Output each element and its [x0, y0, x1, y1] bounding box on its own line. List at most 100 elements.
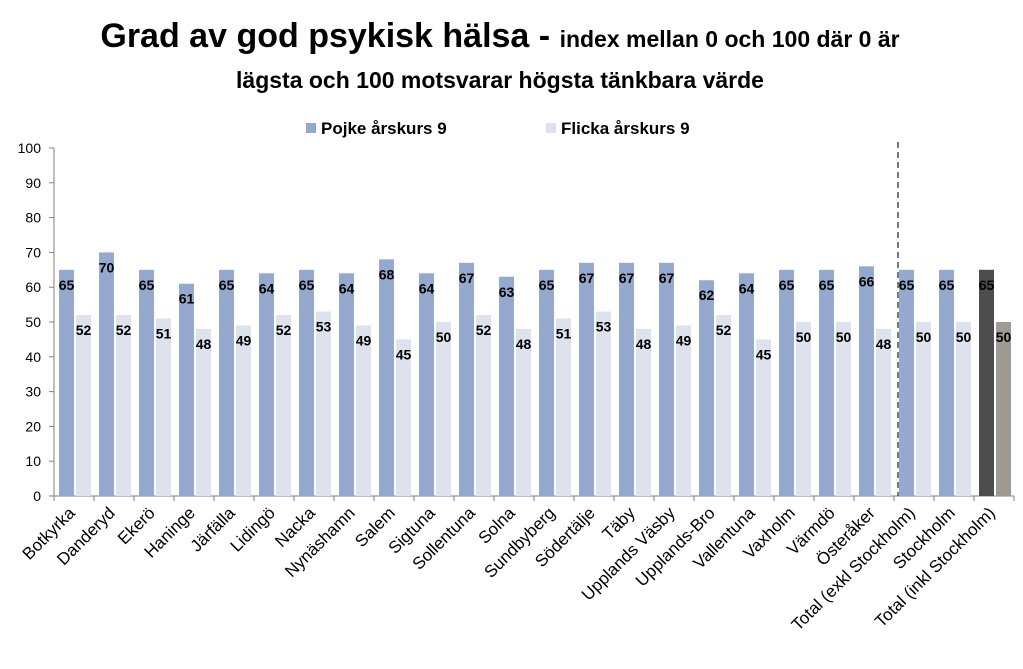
data-labels: 65 52 70 52 65 51 61 48 65 49 64 52 65 53 64 49 68 45 64 50…	[59, 259, 1012, 362]
bar-pojke	[299, 269, 314, 496]
bar-pojke	[179, 283, 194, 496]
data-label-flicka: 52	[476, 322, 492, 338]
bars	[59, 252, 1011, 496]
data-label-pojke: 61	[179, 291, 195, 307]
data-label-flicka: 53	[316, 319, 332, 335]
data-label-flicka: 50	[836, 329, 852, 345]
bar-flicka	[236, 325, 251, 496]
bar-pojke	[139, 269, 154, 496]
data-label-flicka: 45	[756, 346, 772, 362]
legend-label-girl: Flicka årskurs 9	[561, 119, 690, 138]
y-tick-label: 50	[25, 314, 41, 330]
bar-flicka	[756, 339, 771, 496]
bar-pojke	[419, 273, 434, 496]
bar-pojke	[59, 269, 74, 496]
y-tick-label: 60	[25, 279, 41, 295]
data-label-pojke: 65	[939, 277, 955, 293]
data-label-pojke: 66	[859, 273, 875, 289]
bar-flicka	[796, 322, 811, 496]
bar-pojke	[899, 269, 914, 496]
bar-flicka	[636, 328, 651, 496]
bar-flicka	[76, 315, 91, 496]
bar-flicka	[836, 322, 851, 496]
data-label-pojke: 65	[899, 277, 915, 293]
data-label-flicka: 52	[116, 322, 132, 338]
data-label-flicka: 48	[516, 336, 532, 352]
y-tick-label: 100	[18, 140, 42, 156]
data-label-flicka: 49	[356, 332, 372, 348]
data-label-pojke: 67	[459, 270, 475, 286]
chart-subtitle-line2: lägsta och 100 motsvarar högsta tänkbara…	[236, 67, 764, 93]
bar-flicka	[476, 315, 491, 496]
bar-pojke	[779, 269, 794, 496]
chart-title-dash: -	[529, 17, 560, 55]
legend-swatch-boy	[306, 123, 316, 133]
data-label-pojke: 62	[699, 287, 715, 303]
legend-swatch-girl	[546, 123, 556, 133]
bar-pojke	[659, 262, 674, 496]
data-label-flicka: 50	[956, 329, 972, 345]
data-label-pojke: 65	[299, 277, 315, 293]
bar-flicka	[156, 318, 171, 496]
bar-flicka	[876, 328, 891, 496]
bar-pojke	[99, 252, 114, 496]
bar-flicka	[396, 339, 411, 496]
bar-pojke	[739, 273, 754, 496]
y-tick-label: 10	[25, 453, 41, 469]
y-tick-label: 20	[25, 418, 41, 434]
data-label-flicka: 48	[876, 336, 892, 352]
bar-flicka	[996, 322, 1011, 496]
data-label-flicka: 50	[916, 329, 932, 345]
data-label-pojke: 67	[619, 270, 635, 286]
data-label-pojke: 64	[259, 280, 275, 296]
data-label-flicka: 50	[796, 329, 812, 345]
bar-flicka	[116, 315, 131, 496]
bar-pojke	[379, 259, 394, 496]
bar-flicka	[716, 315, 731, 496]
bar-pojke	[579, 262, 594, 496]
bar-flicka	[196, 328, 211, 496]
data-label-flicka: 50	[436, 329, 452, 345]
data-label-pojke: 65	[779, 277, 795, 293]
bar-pojke	[619, 262, 634, 496]
bar-flicka	[316, 311, 331, 496]
axes: 0 10 20 30 40 50 60 70 80 90 100	[18, 140, 1015, 504]
bar-pojke	[699, 280, 714, 496]
data-label-pojke: 67	[579, 270, 595, 286]
bar-flicka	[596, 311, 611, 496]
data-label-pojke: 70	[99, 259, 115, 275]
data-label-pojke: 64	[739, 280, 755, 296]
data-label-pojke: 65	[59, 277, 75, 293]
y-tick-label: 70	[25, 244, 41, 260]
bar-flicka	[516, 328, 531, 496]
legend-label-boy: Pojke årskurs 9	[321, 119, 447, 138]
bar-flicka	[556, 318, 571, 496]
data-label-flicka: 52	[76, 322, 92, 338]
bar-pojke	[939, 269, 954, 496]
chart-subtitle-line1: index mellan 0 och 100 där 0 är	[559, 26, 900, 52]
bar-flicka	[276, 315, 291, 496]
data-label-flicka: 48	[196, 336, 212, 352]
bar-pojke	[259, 273, 274, 496]
data-label-pojke: 65	[539, 277, 555, 293]
data-label-flicka: 51	[556, 326, 572, 342]
data-label-flicka: 52	[276, 322, 292, 338]
category-labels: BotkyrkaDanderydEkeröHaningeJärfällaLidi…	[19, 503, 999, 634]
y-tick-label: 40	[25, 349, 41, 365]
data-label-pojke: 67	[659, 270, 675, 286]
data-label-pojke: 65	[139, 277, 155, 293]
y-tick-label: 80	[25, 210, 41, 226]
legend: Pojke årskurs 9 Flicka årskurs 9	[306, 119, 690, 138]
bar-pojke	[219, 269, 234, 496]
bar-pojke	[539, 269, 554, 496]
bar-flicka	[676, 325, 691, 496]
data-label-flicka: 50	[996, 329, 1012, 345]
bar-flicka	[356, 325, 371, 496]
bar-pojke	[459, 262, 474, 496]
bar-pojke	[979, 269, 994, 496]
bar-flicka	[436, 322, 451, 496]
y-tick-label: 0	[33, 488, 41, 504]
bar-flicka	[956, 322, 971, 496]
data-label-pojke: 64	[339, 280, 355, 296]
chart-title: Grad av god psykisk hälsa - index mellan…	[0, 18, 1000, 99]
